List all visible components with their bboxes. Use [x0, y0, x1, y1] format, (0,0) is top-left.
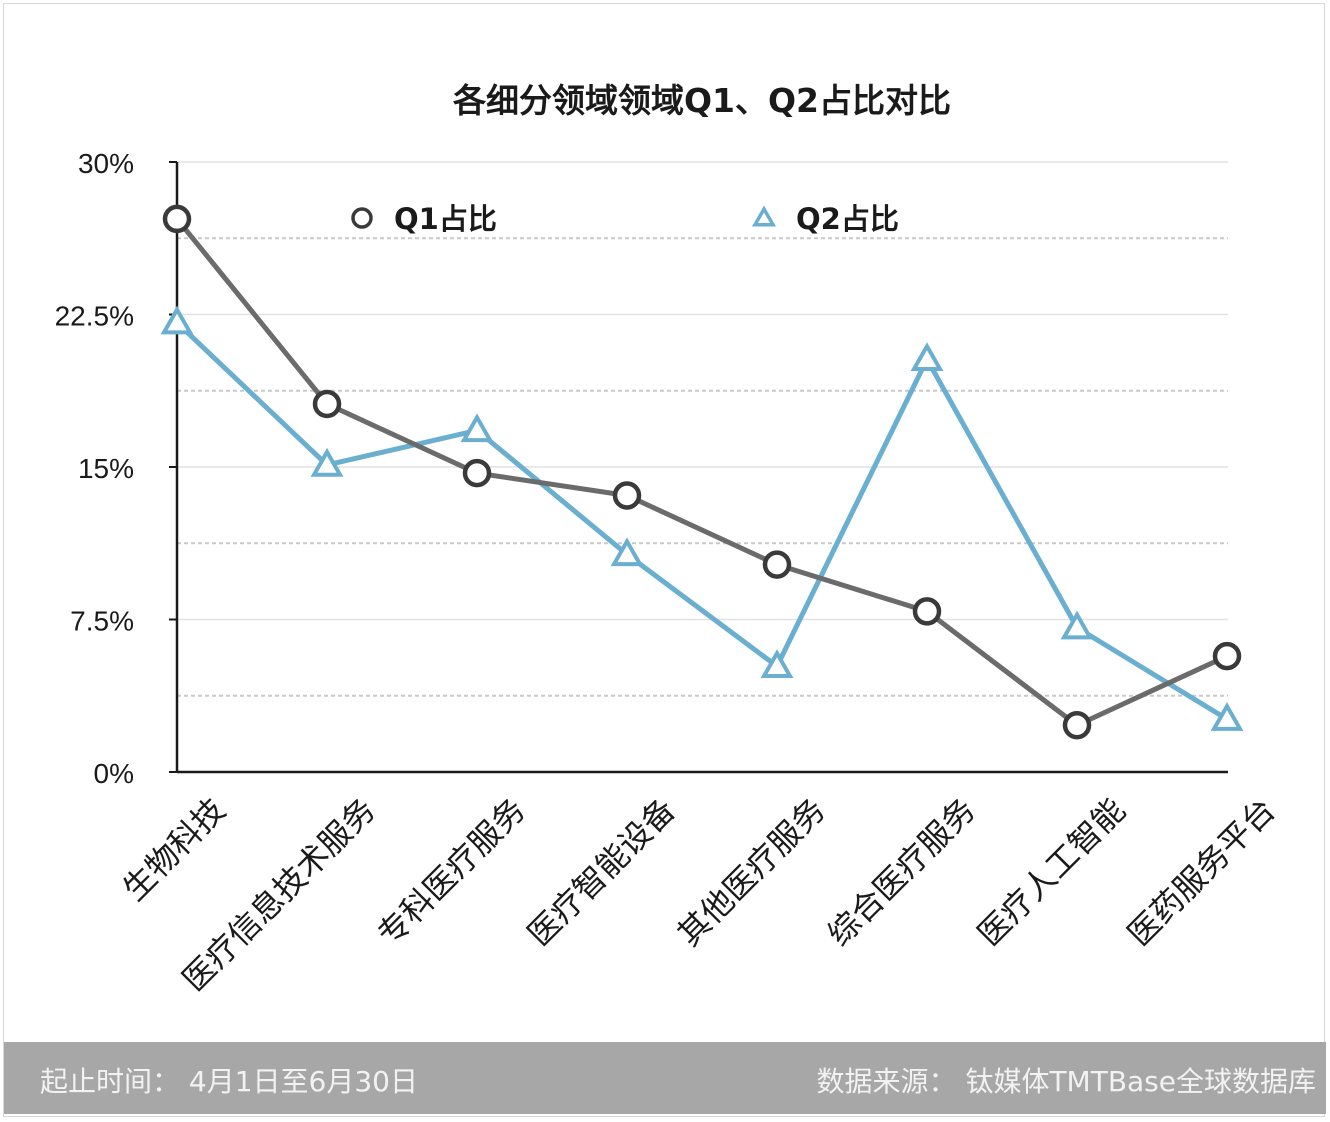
legend: Q1占比 Q2占比 [351, 202, 899, 236]
data-point-circle [612, 481, 642, 510]
x-tick-label: 医药服务平台 [1120, 791, 1283, 954]
data-point-triangle [310, 447, 344, 477]
data-point-triangle [160, 305, 194, 335]
data-point-circle [462, 458, 492, 488]
legend-label: Q2占比 [796, 202, 899, 236]
x-tick-label: 生物科技 [115, 791, 232, 908]
x-tick-label: 专科医疗服务 [370, 791, 533, 954]
chart-title: 各细分领域领域Q1、Q2占比对比 [452, 81, 951, 120]
data-point-triangle [460, 413, 494, 443]
data-point-circle [162, 204, 192, 234]
data-point-triangle [910, 342, 944, 371]
y-tick-label: 7.5% [70, 606, 134, 637]
y-tick-label: 22.5% [55, 301, 134, 332]
footer-period: 起止时间： 4月1日至6月30日 [40, 1065, 418, 1098]
x-tick-label: 其他医疗服务 [670, 791, 833, 954]
x-tick-label: 医疗智能设备 [520, 791, 683, 954]
data-point-triangle [1060, 610, 1094, 640]
data-point-triangle [1210, 702, 1244, 731]
data-point-circle [912, 597, 942, 626]
data-point-triangle [610, 537, 644, 567]
y-tick-label: 0% [94, 758, 134, 789]
y-tick-labels: 0% 7.5% 15% 22.5% 30% [55, 148, 134, 789]
series-lines [160, 204, 1244, 740]
footer-bar: 起止时间： 4月1日至6月30日 数据来源： 钛媒体TMTBase全球数据库 [4, 1042, 1326, 1114]
chart-frame [3, 3, 1325, 1117]
x-tick-label: 医疗人工智能 [970, 791, 1133, 954]
x-tick-labels: 生物科技医疗信息技术服务专科医疗服务医疗智能设备其他医疗服务综合医疗服务医疗人工… [115, 791, 1282, 999]
data-point-circle [1212, 641, 1242, 671]
legend-marker-circle [351, 207, 373, 229]
data-point-circle [312, 389, 342, 419]
legend-marker-triangle [751, 205, 777, 227]
legend-label: Q1占比 [394, 202, 497, 236]
data-point-circle [1062, 710, 1092, 740]
data-point-triangle [760, 649, 794, 679]
x-tick-label: 综合医疗服务 [820, 791, 983, 954]
series-line-q1 [175, 217, 1229, 728]
footer-source: 数据来源： 钛媒体TMTBase全球数据库 [816, 1065, 1316, 1098]
grid-lines [177, 161, 1228, 697]
data-point-circle [762, 550, 792, 579]
y-tick-label: 15% [78, 453, 134, 484]
series-line-q2 [175, 320, 1229, 722]
y-tick-label: 30% [78, 148, 134, 179]
